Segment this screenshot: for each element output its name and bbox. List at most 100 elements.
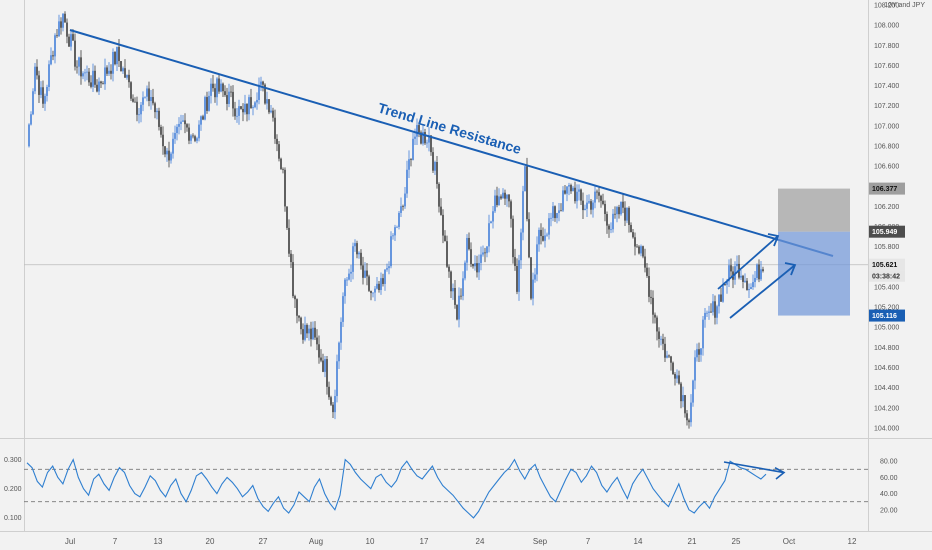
candle-body bbox=[158, 110, 160, 127]
candle-body bbox=[216, 78, 218, 98]
candle-body bbox=[228, 91, 230, 104]
candle-body bbox=[342, 296, 344, 322]
candle-body bbox=[264, 84, 266, 104]
candle-body bbox=[688, 420, 690, 423]
candle-body bbox=[652, 297, 654, 315]
oscillator-pane: 0.100 0.200 0.300 20.00 40.00 60.00 80.00 bbox=[4, 457, 898, 522]
last-price-badge: 105.621 bbox=[872, 262, 897, 269]
candle-body bbox=[464, 262, 466, 279]
candle-body bbox=[708, 311, 710, 313]
candle-body bbox=[414, 136, 416, 139]
candle-body bbox=[592, 202, 594, 210]
candle-body bbox=[460, 295, 462, 297]
price-tick-label: 104.800 bbox=[874, 345, 899, 352]
candle-body bbox=[486, 246, 488, 254]
candle-body bbox=[118, 46, 120, 62]
candle-body bbox=[530, 257, 532, 299]
osc-right-tick-label: 80.00 bbox=[880, 459, 898, 466]
candle-body bbox=[648, 276, 650, 297]
candle-body bbox=[126, 74, 128, 78]
candle-body bbox=[356, 243, 358, 255]
price-tick-label: 106.600 bbox=[874, 164, 899, 171]
candle-body bbox=[672, 362, 674, 375]
candle-body bbox=[280, 158, 282, 169]
candle-body bbox=[426, 142, 428, 144]
candle-body bbox=[266, 99, 268, 104]
candle-body bbox=[540, 229, 542, 237]
candle-body bbox=[214, 88, 216, 98]
candle-body bbox=[108, 70, 110, 74]
candle-body bbox=[154, 103, 156, 113]
candle-body bbox=[474, 263, 476, 267]
candle-body bbox=[684, 395, 686, 414]
candle-body bbox=[578, 189, 580, 192]
candle-body bbox=[42, 87, 44, 104]
candle-body bbox=[360, 252, 362, 266]
candle-body bbox=[620, 201, 622, 215]
price-tick-label: 104.000 bbox=[874, 425, 899, 432]
candle-body bbox=[54, 35, 56, 57]
time-tick-label: Oct bbox=[783, 537, 796, 546]
candle-body bbox=[94, 70, 96, 85]
candle-body bbox=[120, 61, 122, 72]
candle-body bbox=[488, 223, 490, 247]
candle-body bbox=[148, 88, 150, 101]
price-tick-label: 105.400 bbox=[874, 284, 899, 291]
candle-body bbox=[478, 262, 480, 273]
candle-body bbox=[224, 91, 226, 96]
time-tick-label: 27 bbox=[259, 537, 268, 546]
candle-body bbox=[82, 73, 84, 77]
candle-body bbox=[48, 64, 50, 88]
candle-body bbox=[400, 206, 402, 213]
candle-body bbox=[396, 226, 398, 228]
candle-body bbox=[560, 210, 562, 212]
candle-body bbox=[528, 219, 530, 258]
candle-body bbox=[624, 207, 626, 221]
candle-body bbox=[610, 229, 612, 231]
candle-body bbox=[618, 207, 620, 215]
candle-body bbox=[232, 91, 234, 109]
candle-body bbox=[694, 357, 696, 381]
time-tick-label: 14 bbox=[634, 537, 643, 546]
candle-body bbox=[334, 396, 336, 413]
candle-body bbox=[548, 218, 550, 235]
candle-body bbox=[412, 138, 414, 160]
candle-body bbox=[252, 107, 254, 109]
candle-body bbox=[194, 136, 196, 141]
channel-lower-line bbox=[729, 264, 796, 319]
candle-body bbox=[176, 126, 178, 134]
candle-body bbox=[230, 91, 232, 93]
price-tick-label: 108.000 bbox=[874, 23, 899, 30]
candle-body bbox=[698, 349, 700, 355]
candle-body bbox=[160, 126, 162, 135]
candle-body bbox=[346, 279, 348, 281]
candle-body bbox=[576, 191, 578, 202]
candle-body bbox=[306, 324, 308, 334]
candle-body bbox=[278, 144, 280, 159]
candle-body bbox=[542, 236, 544, 241]
candle-body bbox=[428, 135, 430, 143]
candle-body bbox=[600, 195, 602, 201]
candle-body bbox=[218, 78, 220, 92]
candle-body bbox=[358, 252, 360, 255]
candle-body bbox=[68, 36, 70, 47]
price-tick-label: 107.800 bbox=[874, 43, 899, 50]
resistance-price-badge-bg bbox=[869, 225, 905, 238]
candle-body bbox=[80, 57, 82, 77]
candle-body bbox=[384, 269, 386, 284]
time-axis: Jul 7 13 20 27 Aug 10 17 24 Sep 7 14 21 25 Oct 12 bbox=[65, 537, 857, 546]
candle-body bbox=[720, 294, 722, 302]
candle-body bbox=[466, 237, 468, 263]
time-tick-label: 20 bbox=[206, 537, 215, 546]
candle-body bbox=[598, 192, 600, 196]
candle-body bbox=[98, 81, 100, 92]
candle-body bbox=[472, 263, 474, 267]
candle-body bbox=[634, 237, 636, 247]
candle-body bbox=[420, 132, 422, 144]
candle-body bbox=[514, 257, 516, 267]
candle-body bbox=[724, 284, 726, 285]
time-tick-label: 12 bbox=[848, 537, 857, 546]
candle-body bbox=[760, 269, 762, 280]
time-tick-label: 21 bbox=[688, 537, 697, 546]
candle-body bbox=[674, 374, 676, 379]
